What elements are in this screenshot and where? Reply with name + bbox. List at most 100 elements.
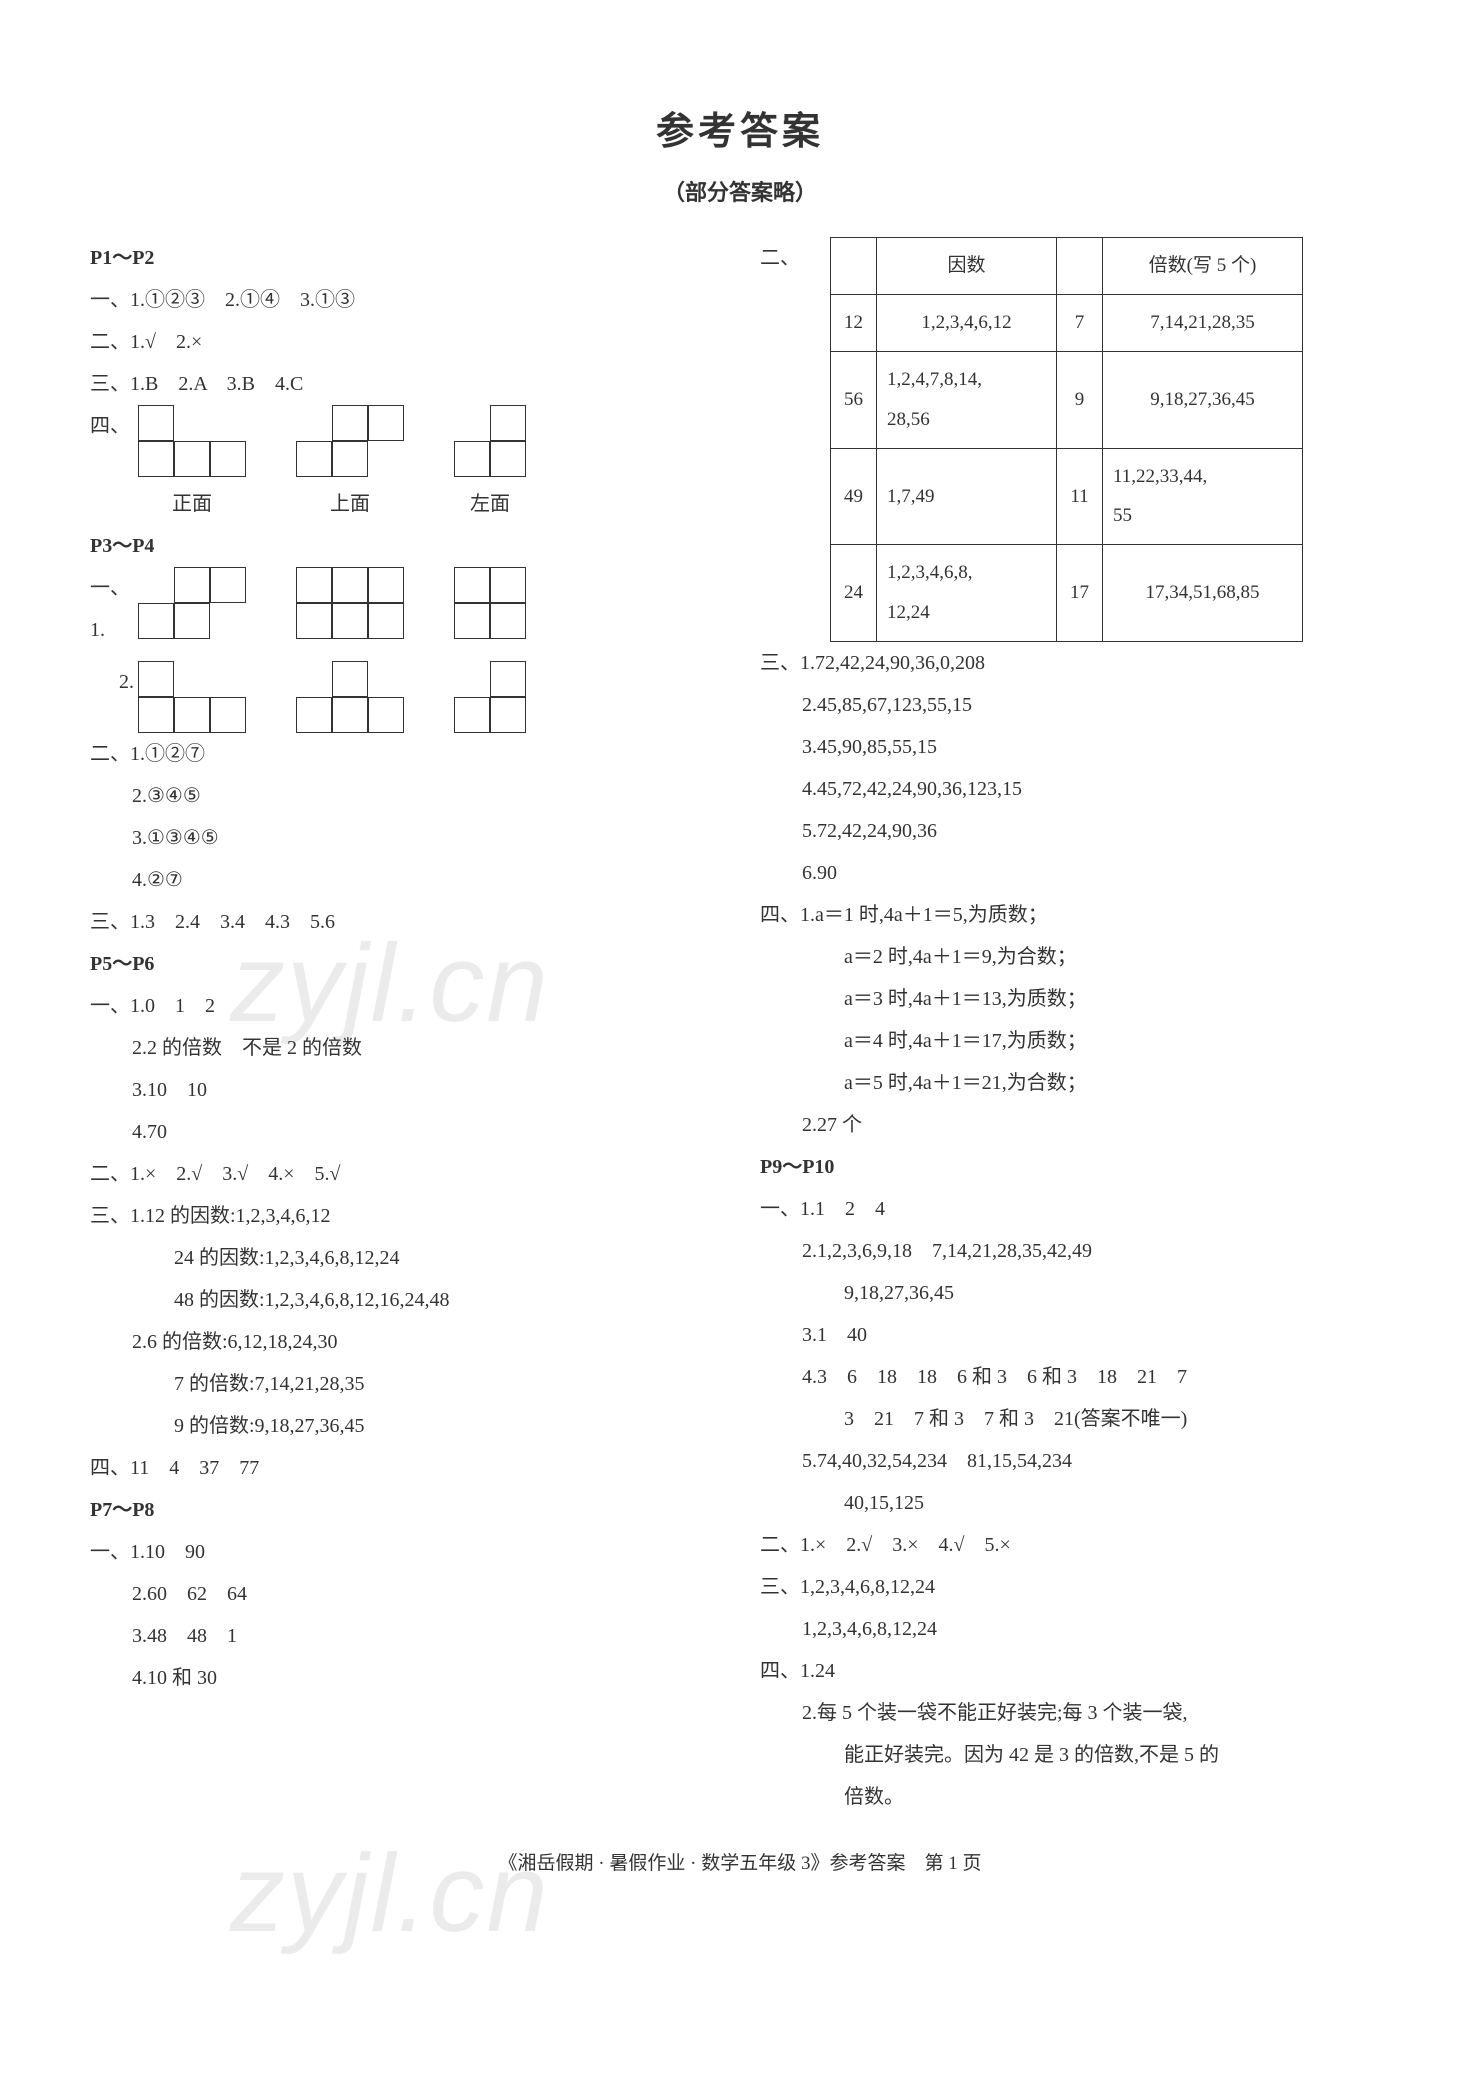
text-line: 2.6 的倍数:6,12,18,24,30 — [90, 1321, 720, 1363]
text-line: 一、1.①②③ 2.①④ 3.①③ — [90, 279, 720, 321]
table-cell: 56 — [831, 351, 877, 448]
text-line: 2.27 个 — [760, 1104, 1390, 1146]
label-two: 二、 — [760, 237, 800, 279]
text-line: 四、1.24 — [760, 1650, 1390, 1692]
text-line: 4.70 — [90, 1111, 720, 1153]
text-line: 四、1.a＝1 时,4a＋1＝5,为质数； — [760, 894, 1390, 936]
text-line: 1,2,3,4,6,8,12,24 — [760, 1608, 1390, 1650]
page-subtitle: （部分答案略） — [90, 175, 1390, 207]
table-row: 12 1,2,3,4,6,12 7 7,14,21,28,35 — [831, 294, 1303, 351]
shape-p3-c — [454, 567, 526, 639]
text-line: 9 的倍数:9,18,27,36,45 — [90, 1405, 720, 1447]
shape-label-front: 正面 — [172, 483, 212, 525]
label-one-2: 2. — [90, 661, 138, 703]
heading-p5-p6: P5～P6 — [90, 943, 720, 985]
text-line: 三、1.3 2.4 3.4 4.3 5.6 — [90, 901, 720, 943]
text-line: 2.60 62 64 — [90, 1573, 720, 1615]
text-line: 二、1.× 2.√ 3.√ 4.× 5.√ — [90, 1153, 720, 1195]
shape-left: 左面 — [454, 405, 526, 525]
text-line: 4.10 和 30 — [90, 1657, 720, 1699]
label-four: 四、 — [90, 405, 138, 447]
table-cell: 17,34,51,68,85 — [1103, 545, 1303, 642]
shape-label-left: 左面 — [470, 483, 510, 525]
text-line: a＝2 时,4a＋1＝9,为合数； — [760, 936, 1390, 978]
text-line: 9,18,27,36,45 — [760, 1272, 1390, 1314]
text-line: 二、1.√ 2.× — [90, 321, 720, 363]
row-four-shapes: 四、 正面 上面 — [90, 405, 720, 525]
text-line: 4.45,72,42,24,90,36,123,15 — [760, 768, 1390, 810]
text-line: 能正好装完。因为 42 是 3 的倍数,不是 5 的 — [760, 1734, 1390, 1776]
text-line: a＝4 时,4a＋1＝17,为质数； — [760, 1020, 1390, 1062]
shape-front: 正面 — [138, 405, 246, 525]
shape-top: 上面 — [296, 405, 404, 525]
text-line: 3 21 7 和 3 7 和 3 21(答案不唯一) — [760, 1398, 1390, 1440]
text-line: 6.90 — [760, 852, 1390, 894]
text-line: 三、1.B 2.A 3.B 4.C — [90, 363, 720, 405]
row-p3-shapes-1: 一、1. — [90, 567, 720, 651]
text-line: 4.②⑦ — [90, 859, 720, 901]
text-line: 3.48 48 1 — [90, 1615, 720, 1657]
table-row-wrap: 二、 因数 倍数(写 5 个) 12 1,2,3,4,6,12 7 7,14,2… — [760, 237, 1390, 642]
shape-p3-f — [454, 661, 526, 733]
text-line: 2.③④⑤ — [90, 775, 720, 817]
text-line: 3.10 10 — [90, 1069, 720, 1111]
table-cell: 9 — [1057, 351, 1103, 448]
table-cell: 11 — [1057, 448, 1103, 545]
text-line: 一、1.10 90 — [90, 1531, 720, 1573]
text-line: 一、1.1 2 4 — [760, 1188, 1390, 1230]
shape-p3-b — [296, 567, 404, 639]
table-cell: 1,2,3,4,6,12 — [877, 294, 1057, 351]
text-line: 二、1.①②⑦ — [90, 733, 720, 775]
table-cell: 9,18,27,36,45 — [1103, 351, 1303, 448]
left-column: P1～P2 一、1.①②③ 2.①④ 3.①③ 二、1.√ 2.× 三、1.B … — [90, 237, 720, 1818]
text-line: 四、11 4 37 77 — [90, 1447, 720, 1489]
text-line: 三、1,2,3,4,6,8,12,24 — [760, 1566, 1390, 1608]
table-cell: 11,22,33,44,55 — [1103, 448, 1303, 545]
row-p3-shapes-2: 2. — [90, 661, 720, 733]
table-cell: 49 — [831, 448, 877, 545]
text-line: 5.72,42,24,90,36 — [760, 810, 1390, 852]
heading-p7-p8: P7～P8 — [90, 1489, 720, 1531]
table-row: 56 1,2,4,7,8,14,28,56 9 9,18,27,36,45 — [831, 351, 1303, 448]
table-row: 24 1,2,3,4,6,8,12,24 17 17,34,51,68,85 — [831, 545, 1303, 642]
table-cell: 7,14,21,28,35 — [1103, 294, 1303, 351]
text-line: 3.45,90,85,55,15 — [760, 726, 1390, 768]
table-cell: 24 — [831, 545, 877, 642]
text-line: 2.45,85,67,123,55,15 — [760, 684, 1390, 726]
shape-p3-d — [138, 661, 246, 733]
right-column: 二、 因数 倍数(写 5 个) 12 1,2,3,4,6,12 7 7,14,2… — [760, 237, 1390, 1818]
text-line: 三、1.72,42,24,90,36,0,208 — [760, 642, 1390, 684]
text-line: 倍数。 — [760, 1776, 1390, 1818]
table-cell: 1,2,3,4,6,8,12,24 — [877, 545, 1057, 642]
page-footer: 《湘岳假期 · 暑假作业 · 数学五年级 3》参考答案 第 1 页 — [90, 1848, 1390, 1875]
shape-label-top: 上面 — [330, 483, 370, 525]
table-cell: 7 — [1057, 294, 1103, 351]
shape-p3-a — [138, 567, 246, 639]
th-factor: 因数 — [877, 238, 1057, 295]
table-header-row: 因数 倍数(写 5 个) — [831, 238, 1303, 295]
text-line: 40,15,125 — [760, 1482, 1390, 1524]
table-cell: 12 — [831, 294, 877, 351]
text-line: 3.①③④⑤ — [90, 817, 720, 859]
text-line: 7 的倍数:7,14,21,28,35 — [90, 1363, 720, 1405]
heading-p1-p2: P1～P2 — [90, 237, 720, 279]
table-cell: 1,7,49 — [877, 448, 1057, 545]
heading-p3-p4: P3～P4 — [90, 525, 720, 567]
heading-p9-p10: P9～P10 — [760, 1146, 1390, 1188]
table-cell: 1,2,4,7,8,14,28,56 — [877, 351, 1057, 448]
text-line: a＝5 时,4a＋1＝21,为合数； — [760, 1062, 1390, 1104]
text-line: 一、1.0 1 2 — [90, 985, 720, 1027]
factor-multiple-table: 因数 倍数(写 5 个) 12 1,2,3,4,6,12 7 7,14,21,2… — [830, 237, 1303, 642]
content-columns: P1～P2 一、1.①②③ 2.①④ 3.①③ 二、1.√ 2.× 三、1.B … — [90, 237, 1390, 1818]
text-line: 2.2 的倍数 不是 2 的倍数 — [90, 1027, 720, 1069]
text-line: 三、1.12 的因数:1,2,3,4,6,12 — [90, 1195, 720, 1237]
label-one-1: 一、1. — [90, 567, 138, 651]
shape-p3-e — [296, 661, 404, 733]
table-row: 49 1,7,49 11 11,22,33,44,55 — [831, 448, 1303, 545]
text-line: 3.1 40 — [760, 1314, 1390, 1356]
text-line: 二、1.× 2.√ 3.× 4.√ 5.× — [760, 1524, 1390, 1566]
text-line: 2.1,2,3,6,9,18 7,14,21,28,35,42,49 — [760, 1230, 1390, 1272]
text-line: 5.74,40,32,54,234 81,15,54,234 — [760, 1440, 1390, 1482]
text-line: 48 的因数:1,2,3,4,6,8,12,16,24,48 — [90, 1279, 720, 1321]
page-title: 参考答案 — [90, 100, 1390, 155]
